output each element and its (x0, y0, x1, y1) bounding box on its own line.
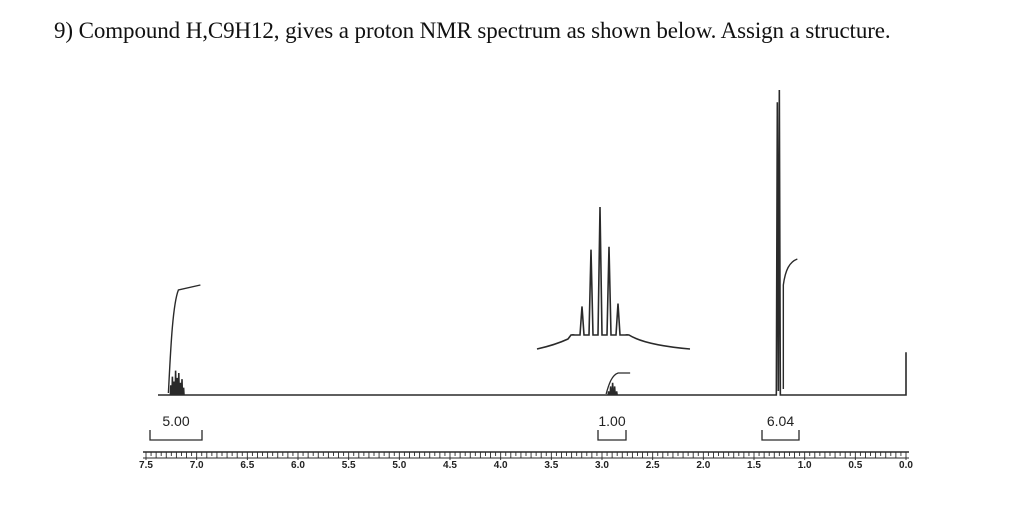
x-tick-label-5: 5.0 (392, 460, 406, 471)
x-axis: 7.5 7.0 6.5 6.0 5.5 5.0 4.5 4.0 3.5 3.0 2.5 2.0 1.5 1… (139, 451, 913, 471)
x-tick-label-15: 0.0 (899, 460, 913, 471)
x-tick-label-1: 7.0 (190, 460, 204, 471)
x-tick-label-3: 6.0 (291, 460, 305, 471)
inset-septet-trace (536, 206, 691, 350)
x-tick-label-7: 4.0 (494, 460, 508, 471)
integration-label-doublet: 6.04 (767, 413, 794, 429)
x-tick-label-2: 6.5 (240, 460, 254, 471)
integral-curves (167, 258, 798, 395)
integration-bracket-2 (761, 430, 800, 441)
integration-brackets: 5.00 1.00 6.04 (149, 413, 800, 441)
integral-doublet (782, 258, 798, 389)
x-tick-label-13: 1.0 (798, 460, 812, 471)
integral-septet (605, 372, 631, 395)
integration-bracket-1 (597, 430, 627, 441)
x-tick-label-14: 0.5 (848, 460, 862, 471)
x-tick-label-10: 2.5 (646, 460, 660, 471)
x-tick-label-8: 3.5 (544, 460, 558, 471)
x-tick-label-11: 2.0 (696, 460, 710, 471)
x-tick-label-12: 1.5 (747, 460, 761, 471)
integration-bracket-0 (149, 430, 203, 441)
integration-label-aromatic: 5.00 (162, 413, 189, 429)
x-tick-label-9: 3.0 (595, 460, 609, 471)
x-tick-label-0: 7.5 (139, 460, 153, 471)
question-text: 9) Compound H,C9H12, gives a proton NMR … (54, 18, 891, 43)
integral-aromatic (167, 284, 201, 394)
septet-inset (536, 206, 691, 350)
x-tick-label-4: 5.5 (342, 460, 356, 471)
integration-label-septet: 1.00 (598, 413, 625, 429)
x-tick-label-6: 4.5 (443, 460, 457, 471)
spectrum-trace (158, 89, 907, 396)
